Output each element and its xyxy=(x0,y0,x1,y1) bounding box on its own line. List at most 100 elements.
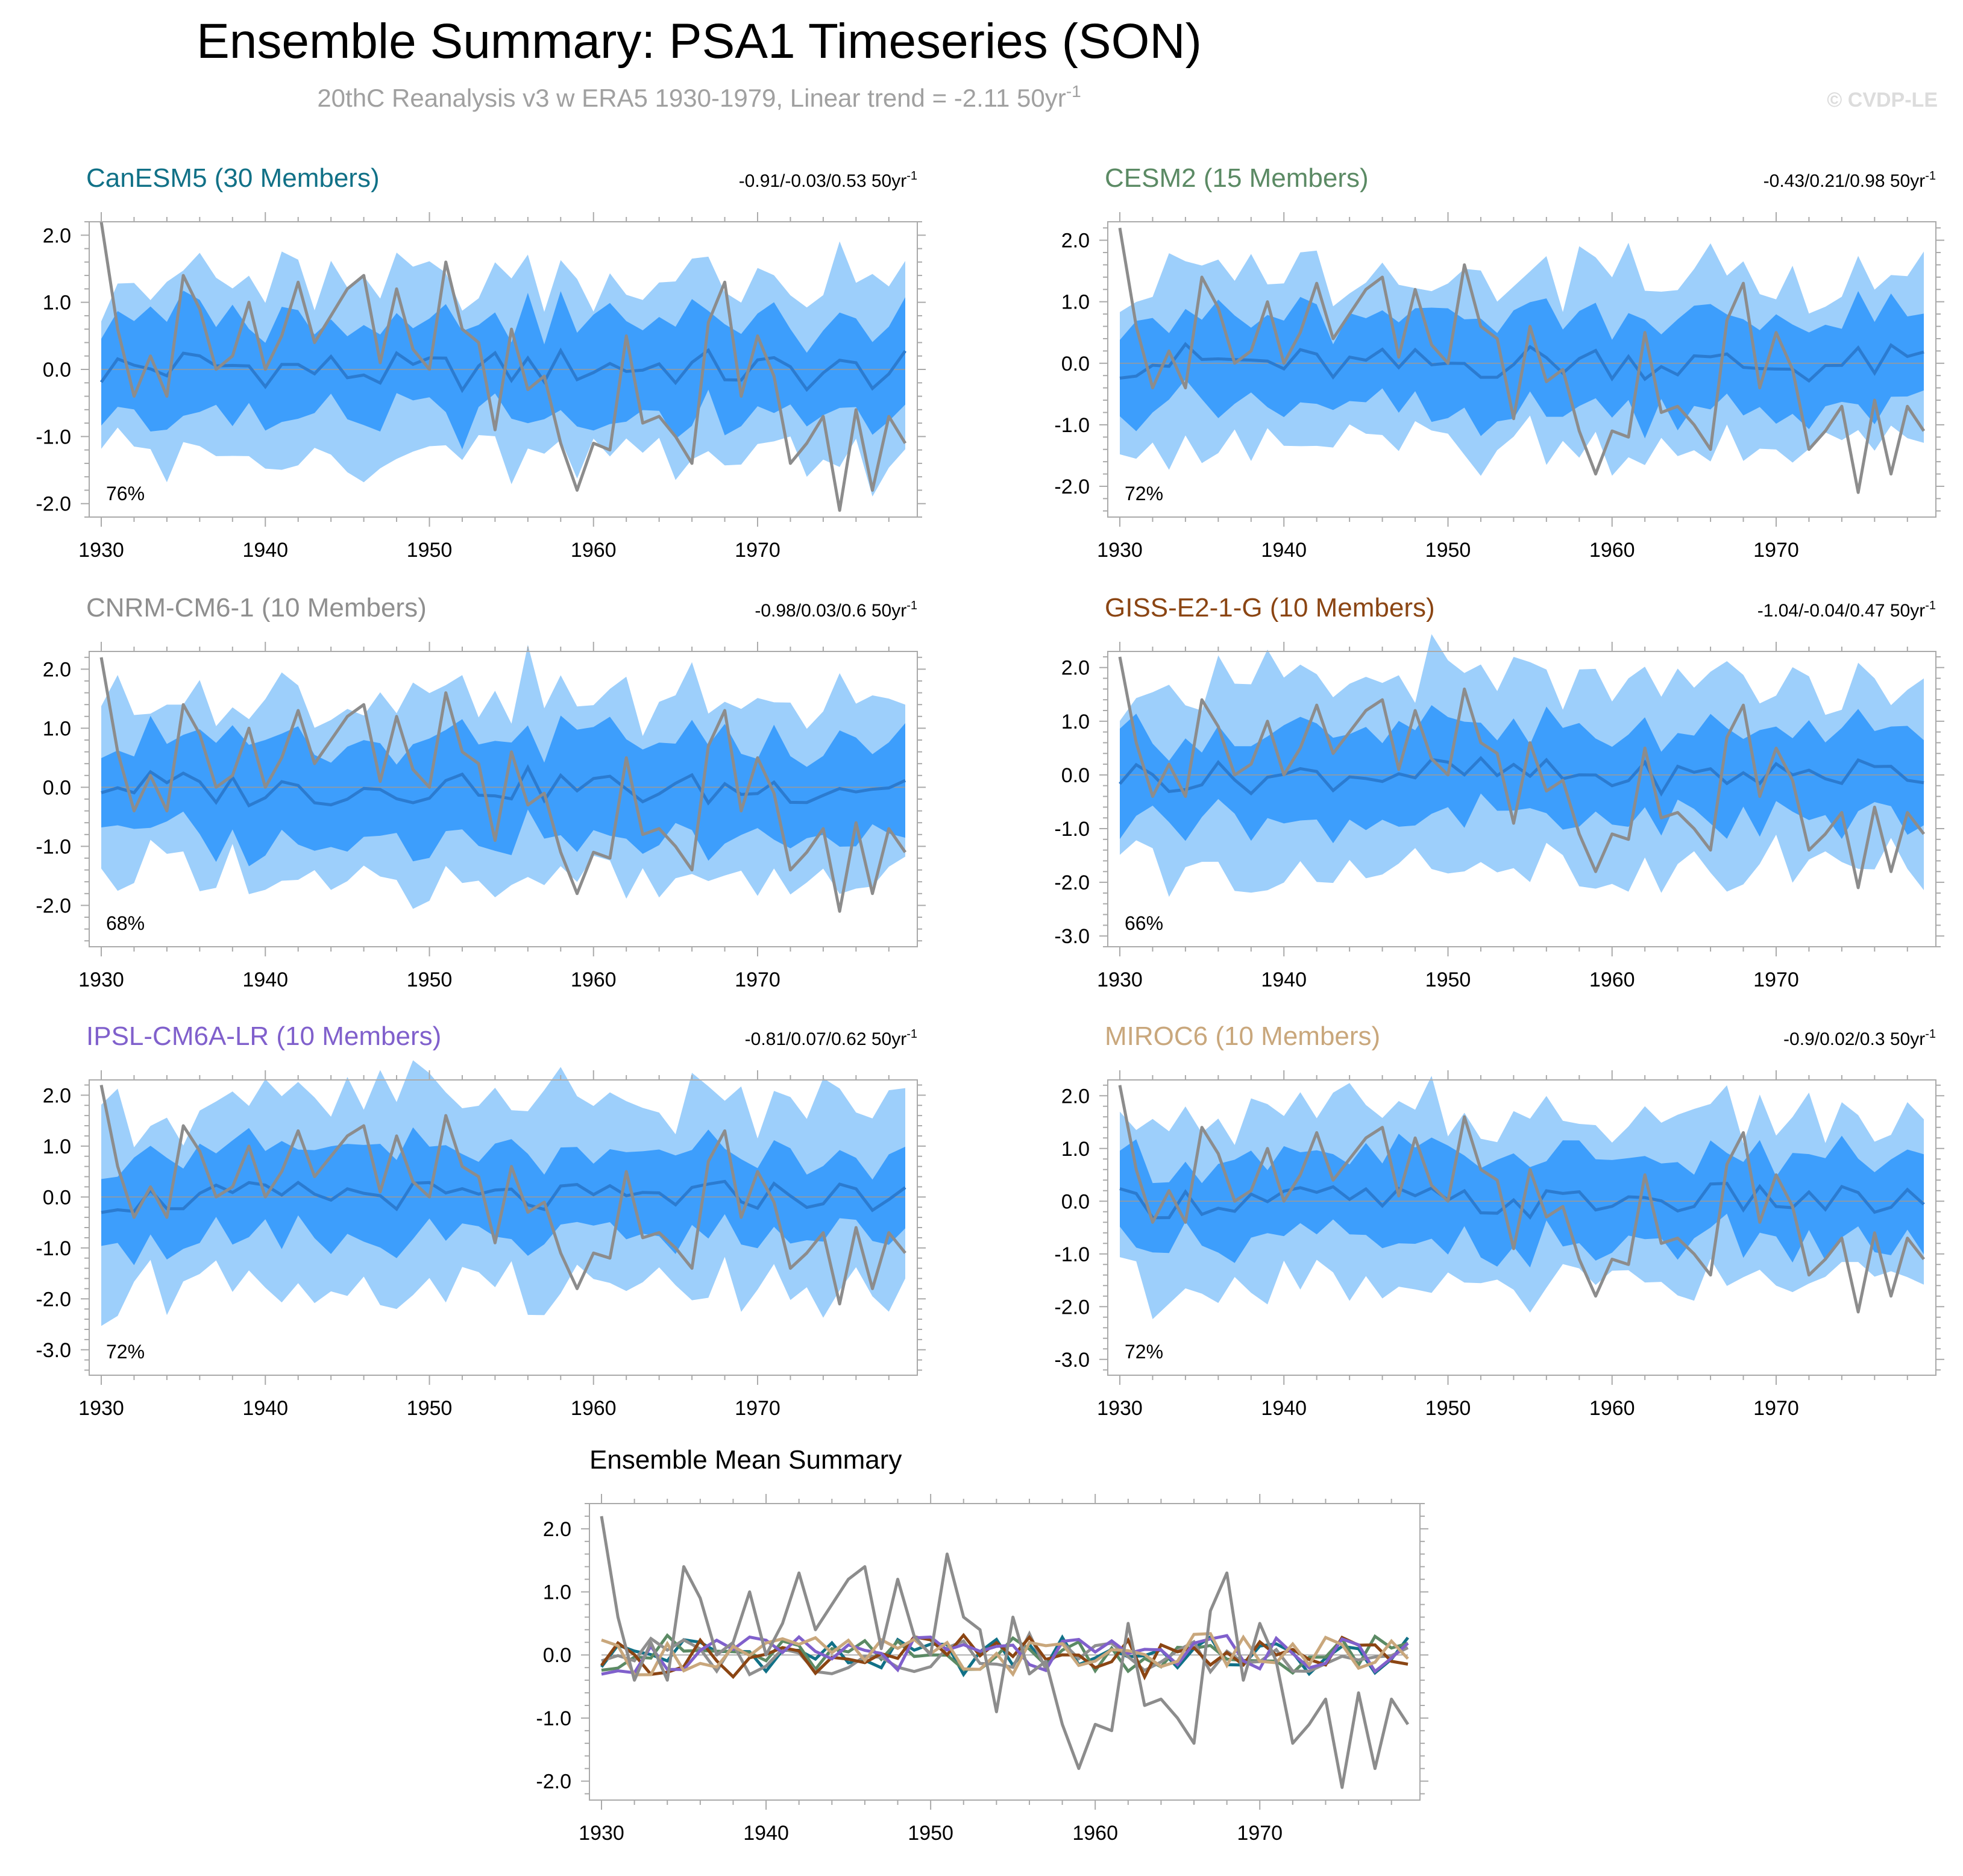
y-tick-label: 0.0 xyxy=(1061,353,1090,375)
panel-title: CESM2 (15 Members) xyxy=(1105,163,1369,193)
x-tick-label: 1930 xyxy=(1097,968,1143,991)
x-tick-label: 1940 xyxy=(1261,539,1307,562)
y-axis: 2.0 1.0 0.0 -1.0 -2.0 -3.0 xyxy=(36,1084,926,1371)
x-axis: 1930 1940 1950 1960 1970 xyxy=(78,1070,890,1420)
panel-trend: -1.04/-0.04/0.47 50yr-1 xyxy=(1757,599,1936,621)
x-axis: 1930 1940 1950 1960 1970 xyxy=(1097,1070,1908,1420)
panels: CanESM5 (30 Members) -0.91/-0.03/0.53 50y… xyxy=(36,163,1944,1845)
x-tick-label: 1940 xyxy=(1261,968,1307,991)
panel-trend: -0.9/0.02/0.3 50yr-1 xyxy=(1783,1027,1936,1049)
y-tick-label: -1.0 xyxy=(1054,414,1090,437)
ensemble-iqr-band xyxy=(1120,1134,1924,1268)
y-tick-label: -1.0 xyxy=(36,835,71,858)
chart-panel-1: CanESM5 (30 Members) -0.91/-0.03/0.53 50y… xyxy=(36,163,926,562)
figure-subtitle: 20thC Reanalysis v3 w ERA5 1930-1979, Li… xyxy=(317,82,1081,112)
panel-trend: -0.43/0.21/0.98 50yr-1 xyxy=(1764,169,1936,191)
ensemble-iqr-band xyxy=(101,290,905,450)
y-axis: 2.0 1.0 0.0 -1.0 -2.0 -3.0 xyxy=(1054,1084,1944,1372)
percent-label: 72% xyxy=(1125,1341,1163,1363)
observed-line xyxy=(600,1516,1410,1789)
percent-label: 72% xyxy=(1125,483,1163,504)
panel-trend-sup: -1 xyxy=(906,169,917,183)
ensemble-mean-line xyxy=(101,1179,906,1214)
y-axis: 2.0 1.0 0.0 -1.0 -2.0 xyxy=(36,656,926,942)
y-tick-label: 2.0 xyxy=(43,658,71,681)
panel-trend-value: -0.91/-0.03/0.53 50yr xyxy=(739,171,907,191)
y-axis: 2.0 1.0 0.0 -1.0 -2.0 xyxy=(1054,227,1944,512)
x-tick-label: 1930 xyxy=(579,1822,624,1845)
y-tick-label: -1.0 xyxy=(1054,818,1090,841)
observed-line xyxy=(99,221,907,512)
observed-line xyxy=(1118,656,1925,889)
x-tick-label: 1950 xyxy=(407,539,453,562)
panel-trend-sup: -1 xyxy=(1925,599,1936,612)
x-tick-label: 1940 xyxy=(242,539,288,562)
x-tick-label: 1950 xyxy=(1425,968,1471,991)
x-tick-label: 1970 xyxy=(735,539,780,562)
y-tick-label: -1.0 xyxy=(536,1707,571,1730)
percent-label: 66% xyxy=(1125,912,1163,934)
y-tick-label: 1.0 xyxy=(1061,711,1090,733)
x-tick-label: 1970 xyxy=(1753,968,1799,991)
chart-panel-4: GISS-E2-1-G (10 Members) -1.04/-0.04/0.47… xyxy=(1054,593,1944,991)
y-tick-label: -2.0 xyxy=(536,1771,571,1793)
observed-line xyxy=(1118,227,1926,494)
x-tick-label: 1950 xyxy=(407,1397,453,1420)
percent-label: 68% xyxy=(106,912,145,934)
y-tick-label: 2.0 xyxy=(1061,657,1090,680)
y-tick-label: 0.0 xyxy=(43,1186,71,1209)
plot-frame xyxy=(589,1503,1421,1801)
panel-trend-value: -0.43/0.21/0.98 50yr xyxy=(1764,171,1926,191)
ensemble-iqr-band xyxy=(101,1127,905,1266)
x-tick-label: 1940 xyxy=(242,1397,288,1420)
panel-trend-value: -0.98/0.03/0.6 50yr xyxy=(755,601,906,621)
y-axis: 2.0 1.0 0.0 -1.0 -2.0 -3.0 xyxy=(1054,656,1944,948)
y-axis: 2.0 1.0 0.0 -1.0 -2.0 xyxy=(536,1503,1428,1795)
panel-trend-sup: -1 xyxy=(906,599,917,612)
x-tick-label: 1950 xyxy=(908,1822,953,1845)
panel-trend: -0.98/0.03/0.6 50yr-1 xyxy=(755,599,917,621)
plot-frame xyxy=(1107,651,1936,947)
panel-trend-sup: -1 xyxy=(906,1027,917,1041)
x-tick-label: 1960 xyxy=(1072,1822,1118,1845)
panel-title: Ensemble Mean Summary xyxy=(589,1445,902,1475)
y-tick-label: 1.0 xyxy=(43,292,71,315)
panel-trend-sup: -1 xyxy=(1925,169,1936,183)
panel-trend-sup: -1 xyxy=(1925,1027,1936,1041)
x-tick-label: 1930 xyxy=(78,539,124,562)
panel-title: CanESM5 (30 Members) xyxy=(86,163,380,193)
percent-label: 72% xyxy=(106,1341,145,1363)
x-tick-label: 1940 xyxy=(242,968,288,991)
figure-subtitle-sup: -1 xyxy=(1066,82,1081,101)
panel-title: MIROC6 (10 Members) xyxy=(1105,1021,1380,1051)
figure-title: Ensemble Summary: PSA1 Timeseries (SON) xyxy=(196,14,1202,69)
y-tick-label: 0.0 xyxy=(543,1644,571,1667)
y-tick-label: 1.0 xyxy=(1061,1138,1090,1161)
panel-trend-value: -0.81/0.07/0.62 50yr xyxy=(745,1029,907,1049)
x-axis: 1930 1940 1950 1960 1970 xyxy=(78,212,890,562)
x-tick-label: 1930 xyxy=(78,1397,124,1420)
y-tick-label: -2.0 xyxy=(36,1288,71,1311)
percent-label: 76% xyxy=(106,483,145,504)
x-tick-label: 1950 xyxy=(1425,539,1471,562)
y-tick-label: -3.0 xyxy=(1054,925,1090,948)
y-tick-label: 0.0 xyxy=(1061,1190,1090,1213)
watermark: © CVDP-LE xyxy=(1827,89,1938,111)
y-tick-label: -1.0 xyxy=(36,425,71,448)
x-tick-label: 1960 xyxy=(571,1397,617,1420)
y-tick-label: 0.0 xyxy=(1061,764,1090,787)
y-tick-label: -2.0 xyxy=(36,493,71,516)
plot-frame xyxy=(1107,221,1936,518)
x-tick-label: 1960 xyxy=(571,968,617,991)
y-tick-label: -2.0 xyxy=(1054,1296,1090,1319)
ensemble-mean-line xyxy=(99,347,907,394)
y-tick-label: 0.0 xyxy=(43,776,71,799)
y-tick-label: -1.0 xyxy=(1054,1243,1090,1266)
x-tick-label: 1930 xyxy=(78,968,124,991)
x-tick-label: 1950 xyxy=(1425,1397,1471,1420)
chart-panel-2: CESM2 (15 Members) -0.43/0.21/0.98 50yr-1… xyxy=(1054,163,1944,562)
panel-trend-value: -1.04/-0.04/0.47 50yr xyxy=(1757,601,1926,621)
x-axis: 1930 1940 1950 1960 1970 xyxy=(1097,642,1908,991)
x-tick-label: 1950 xyxy=(407,968,453,991)
